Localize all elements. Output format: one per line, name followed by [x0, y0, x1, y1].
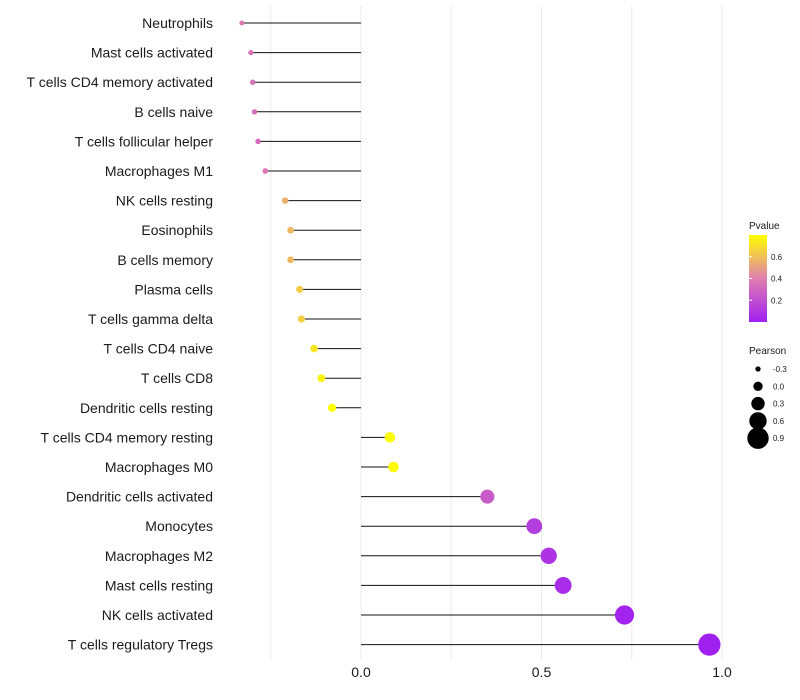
pvalue-tick-label: 0.6 — [771, 253, 783, 262]
lollipop-point — [255, 138, 261, 145]
lollipop-point — [540, 547, 557, 564]
category-label: T cells CD4 memory activated — [27, 74, 213, 90]
category-label: Eosinophils — [141, 222, 213, 238]
pearson-legend-label: 0.6 — [773, 417, 785, 426]
x-tick-label: 0.0 — [351, 664, 371, 680]
pearson-legend-label: 0.9 — [773, 434, 785, 443]
category-label: B cells naive — [134, 104, 213, 120]
lollipop-point — [262, 168, 269, 174]
category-label: Dendritic cells resting — [80, 400, 213, 416]
lollipop-point — [480, 489, 495, 504]
pearson-legend-label: 0.0 — [773, 382, 785, 391]
category-label: T cells gamma delta — [88, 311, 213, 327]
lollipop-point — [296, 285, 304, 293]
pearson-legend-label: -0.3 — [773, 365, 787, 374]
x-tick-label: 0.5 — [532, 664, 552, 680]
pvalue-tick-label: 0.2 — [771, 296, 783, 305]
category-labels: Neutrophils Mast cells activated T cells C… — [27, 15, 214, 653]
category-label: Dendritic cells activated — [66, 489, 213, 505]
category-label: T cells regulatory Tregs — [68, 637, 213, 653]
category-label: Macrophages M0 — [105, 459, 213, 475]
lollipop-point — [384, 432, 396, 443]
lollipop-point — [327, 403, 337, 412]
category-label: Macrophages M1 — [105, 163, 213, 179]
pearson-legend-items: -0.3 0.0 0.3 0.6 0.9 — [747, 365, 787, 449]
category-label: Mast cells activated — [91, 45, 213, 61]
lollipop-point — [317, 374, 326, 383]
category-label: Monocytes — [145, 518, 213, 534]
category-label: Plasma cells — [134, 281, 213, 297]
pvalue-colorbar — [749, 235, 767, 322]
lollipop-point — [310, 344, 318, 353]
stem-layer — [241, 22, 710, 646]
lollipop-point — [526, 518, 543, 535]
pearson-legend-dot — [751, 396, 765, 411]
category-label: T cells CD8 — [141, 370, 213, 386]
category-label: Mast cells resting — [105, 577, 213, 593]
category-label: Neutrophils — [142, 15, 213, 31]
lollipop-point — [297, 315, 306, 323]
x-axis-ticks: 0.0 0.5 1.0 — [351, 664, 732, 680]
pearson-legend-dot — [747, 427, 769, 449]
pearson-legend-dot — [749, 412, 767, 430]
grid-layer — [270, 6, 723, 660]
pvalue-legend-title: Pvalue — [749, 221, 780, 232]
pvalue-legend-ticks: 0.2 0.4 0.6 — [749, 253, 783, 305]
category-label: T cells follicular helper — [75, 133, 214, 149]
lollipop-point — [554, 576, 572, 594]
category-label: T cells CD4 naive — [104, 341, 214, 357]
pearson-legend-title: Pearson — [749, 346, 786, 357]
category-label: B cells memory — [117, 252, 213, 268]
lollipop-point — [388, 461, 399, 473]
category-label: NK cells resting — [116, 193, 213, 209]
lollipop-point — [698, 633, 721, 656]
category-label: NK cells activated — [102, 607, 213, 623]
lollipop-point — [250, 79, 256, 85]
category-label: Macrophages M2 — [105, 548, 213, 564]
lollipop-point — [287, 226, 294, 234]
pearson-legend-dot — [755, 366, 761, 372]
pvalue-tick-label: 0.4 — [771, 275, 783, 284]
lollipop-point — [251, 109, 258, 115]
pearson-legend-label: 0.3 — [773, 400, 785, 409]
lollipop-point — [281, 197, 289, 204]
lollipop-point — [239, 20, 245, 26]
category-label: T cells CD4 memory resting — [41, 429, 213, 445]
point-layer — [239, 20, 721, 656]
pearson-legend-dot — [753, 381, 763, 391]
lollipop-point — [248, 49, 254, 56]
x-tick-label: 1.0 — [712, 664, 732, 680]
legend: Pvalue 0.20.40.6 Pearson -0.30.00.30.60.… — [747, 221, 787, 449]
lollipop-point — [287, 256, 294, 264]
lollipop-point — [614, 605, 635, 625]
